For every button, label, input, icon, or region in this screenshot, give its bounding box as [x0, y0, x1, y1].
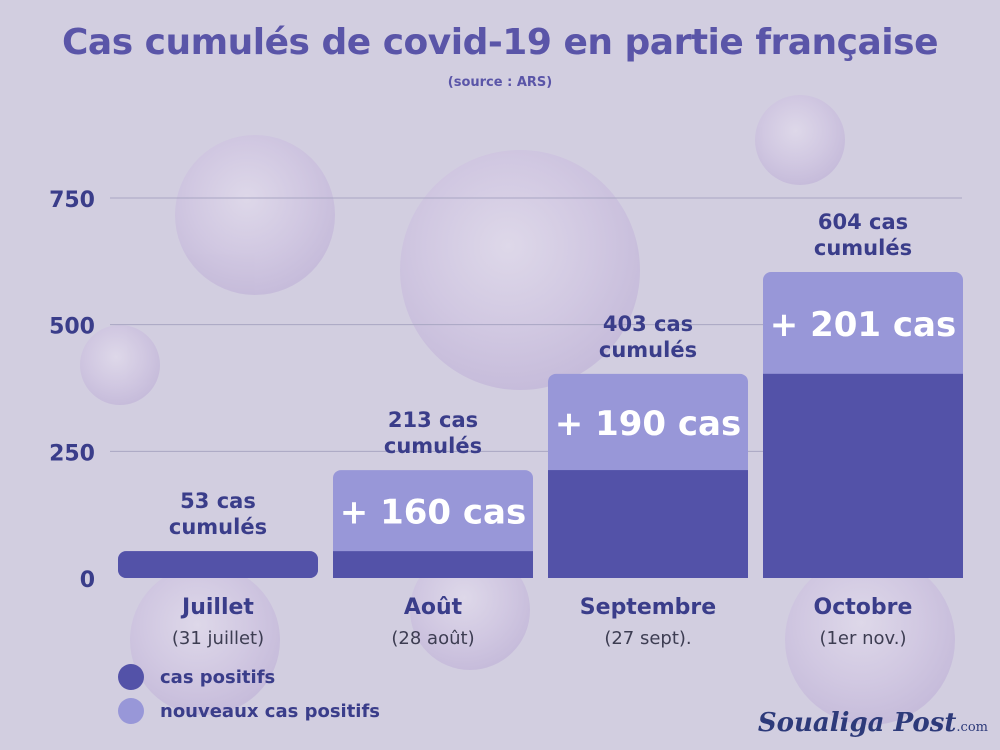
- bar-positive-cases: [548, 470, 748, 578]
- chart-title: Cas cumulés de covid-19 en partie frança…: [62, 22, 939, 63]
- bar-positive-cases: [118, 551, 318, 578]
- x-category-sublabel: (31 juillet): [172, 628, 264, 649]
- bar-total-label: cumulés: [169, 515, 267, 539]
- x-category-label: Septembre: [580, 595, 716, 620]
- bar-total-label: cumulés: [384, 434, 482, 458]
- brand-logo: Soualiga Post.com: [758, 708, 988, 738]
- bar-increment-label: + 160 cas: [340, 493, 526, 533]
- bar-increment-label: + 190 cas: [555, 404, 741, 444]
- logo-suffix: .com: [956, 720, 988, 735]
- y-tick-label: 750: [49, 188, 95, 213]
- x-category-sublabel: (27 sept).: [604, 628, 691, 649]
- x-category-sublabel: (1er nov.): [819, 628, 906, 649]
- legend-label: nouveaux cas positifs: [160, 700, 381, 722]
- bar-total-label: cumulés: [814, 236, 912, 260]
- y-tick-label: 500: [49, 315, 95, 340]
- bar-new-cases: [333, 470, 533, 578]
- x-category-sublabel: (28 août): [391, 628, 474, 649]
- x-category-label: Octobre: [814, 595, 913, 620]
- bar-increment-label: + 201 cas: [770, 305, 956, 345]
- bar-total-label: 213 cas: [388, 408, 478, 432]
- x-category-label: Août: [404, 595, 463, 620]
- legend-item-cumulative: cas positifs: [118, 660, 380, 694]
- chart-subtitle: (source : ARS): [447, 75, 553, 90]
- bar-total-label: 403 cas: [603, 312, 693, 336]
- logo-text: Soualiga Post: [757, 708, 957, 738]
- bar-positive-cases: [763, 373, 963, 578]
- legend-item-new: nouveaux cas positifs: [118, 694, 380, 728]
- x-category-label: Juillet: [180, 595, 254, 620]
- bar-total-label: 604 cas: [818, 210, 908, 234]
- y-tick-label: 250: [49, 441, 95, 466]
- bar-total-label: 53 cas: [180, 489, 256, 513]
- y-tick-label: 0: [80, 568, 95, 593]
- legend-swatch-cumulative: [118, 664, 144, 690]
- legend: cas positifs nouveaux cas positifs: [118, 660, 380, 728]
- bar-total-label: cumulés: [599, 338, 697, 362]
- legend-swatch-new: [118, 698, 144, 724]
- bar-positive-cases: [333, 551, 533, 578]
- legend-label: cas positifs: [160, 666, 276, 688]
